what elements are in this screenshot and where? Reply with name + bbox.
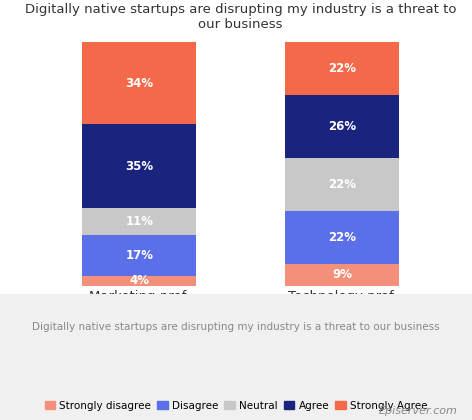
- Text: 22%: 22%: [328, 231, 356, 244]
- Text: Episerver.com: Episerver.com: [379, 406, 458, 416]
- Text: 34%: 34%: [125, 76, 153, 89]
- Title: Digitally native startups are disrupting my industry is a threat to
our business: Digitally native startups are disrupting…: [25, 3, 456, 31]
- Bar: [83, 276, 196, 286]
- Bar: [83, 208, 196, 235]
- Text: 4%: 4%: [129, 274, 149, 287]
- Bar: [286, 211, 399, 264]
- Text: 22%: 22%: [328, 178, 356, 191]
- Bar: [83, 124, 196, 208]
- Bar: [286, 42, 399, 95]
- Text: 17%: 17%: [125, 249, 153, 262]
- Text: 26%: 26%: [328, 120, 356, 133]
- Bar: [286, 95, 399, 158]
- Text: Digitally native startups are disrupting my industry is a threat to our business: Digitally native startups are disrupting…: [32, 322, 440, 332]
- Bar: [83, 42, 196, 124]
- Bar: [286, 158, 399, 211]
- Text: 22%: 22%: [328, 62, 356, 75]
- Bar: [286, 264, 399, 286]
- Bar: [83, 235, 196, 276]
- Text: 35%: 35%: [125, 160, 153, 173]
- Legend: Strongly disagree, Disagree, Neutral, Agree, Strongly Agree: Strongly disagree, Disagree, Neutral, Ag…: [41, 396, 431, 415]
- Text: 9%: 9%: [332, 268, 352, 281]
- Text: 11%: 11%: [125, 215, 153, 228]
